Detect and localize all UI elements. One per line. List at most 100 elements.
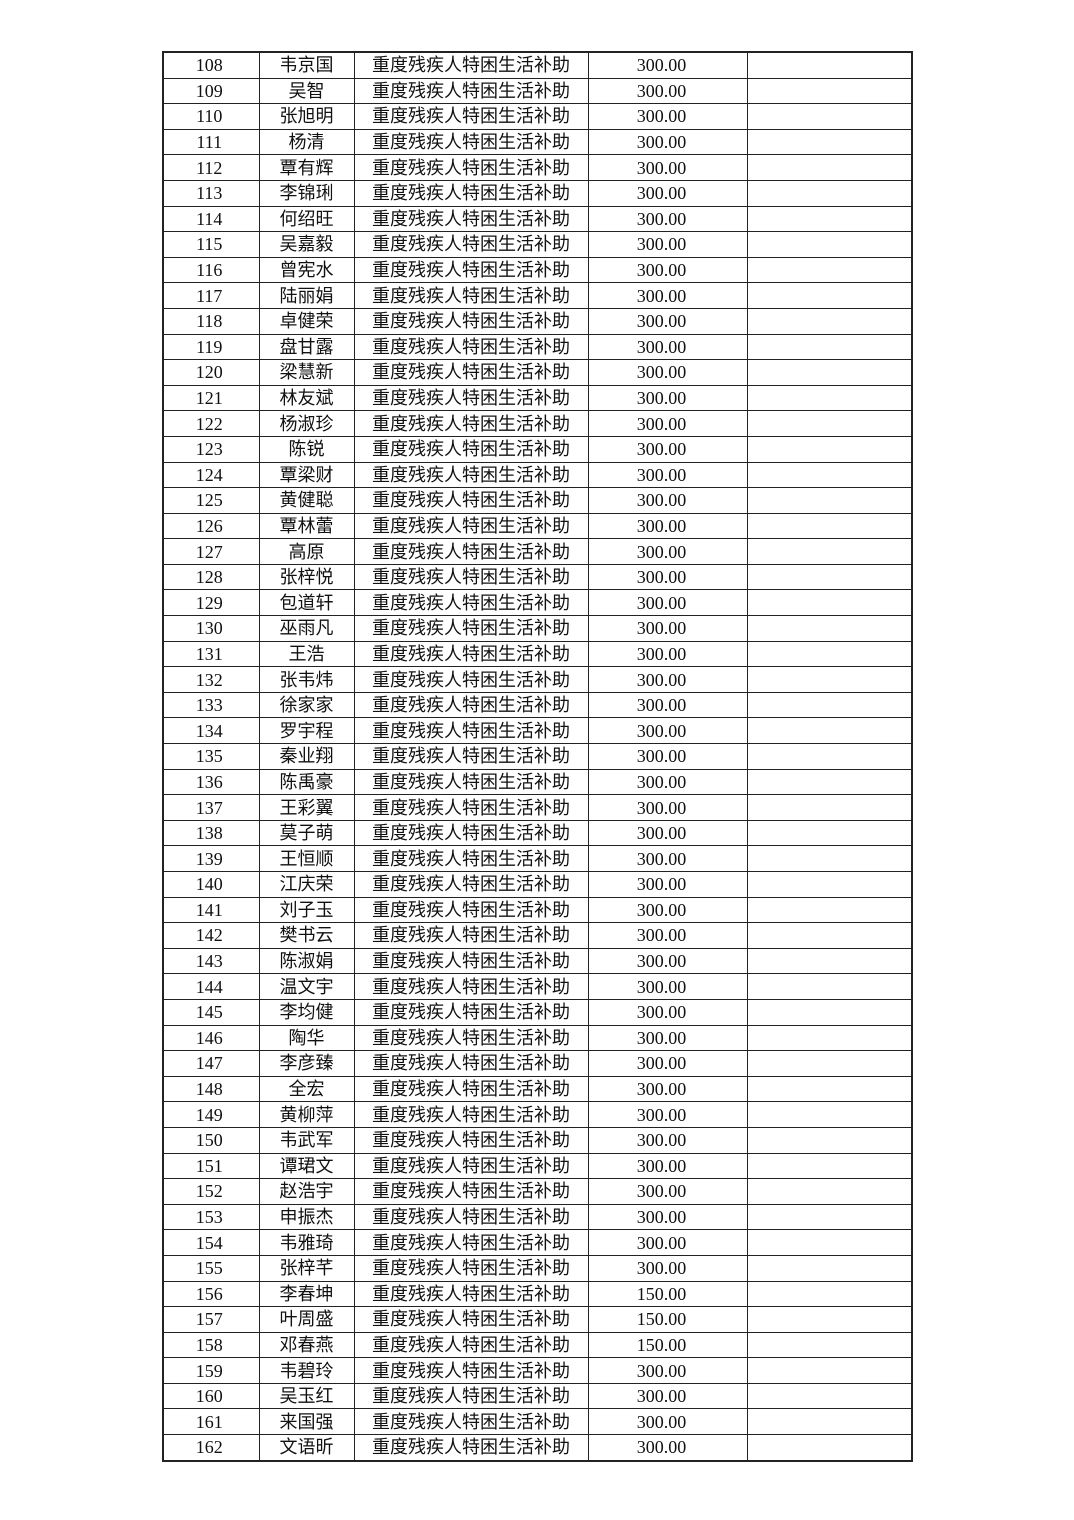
row-number: 142 [162, 922, 260, 949]
amount: 300.00 [587, 1075, 748, 1103]
amount: 300.00 [587, 947, 748, 975]
table-row: 147 李彦臻 重度残疾人特困生活补助 300.00 [162, 1050, 913, 1077]
person-name: 申振杰 [258, 1203, 355, 1231]
person-name: 李锦琍 [258, 179, 355, 207]
empty-cell [746, 845, 913, 872]
amount: 300.00 [587, 794, 748, 821]
table-row: 162 文语昕 重度残疾人特困生活补助 300.00 [162, 1434, 913, 1462]
row-number: 115 [162, 231, 260, 258]
table-row: 140 江庆荣 重度残疾人特困生活补助 300.00 [162, 871, 913, 898]
row-number: 121 [162, 384, 260, 412]
row-number: 154 [162, 1229, 260, 1256]
empty-cell [746, 768, 913, 796]
empty-cell [746, 103, 913, 130]
row-number: 147 [162, 1050, 260, 1077]
table-row: 121 林友斌 重度残疾人特困生活补助 300.00 [162, 384, 913, 412]
person-name: 陈禹豪 [258, 768, 355, 796]
person-name: 陈淑娟 [258, 947, 355, 975]
empty-cell [746, 896, 913, 924]
person-name: 邓春燕 [258, 1331, 355, 1359]
table-row: 123 陈锐 重度残疾人特困生活补助 300.00 [162, 435, 913, 463]
subsidy-type: 重度残疾人特困生活补助 [353, 1050, 589, 1077]
subsidy-type: 重度残疾人特困生活补助 [353, 1203, 589, 1231]
amount: 300.00 [587, 563, 748, 591]
subsidy-type: 重度残疾人特困生活补助 [353, 256, 589, 284]
amount: 300.00 [587, 589, 748, 617]
row-number: 139 [162, 845, 260, 872]
row-number: 119 [162, 333, 260, 361]
empty-cell [746, 282, 913, 309]
row-number: 162 [162, 1434, 260, 1462]
person-name: 叶周盛 [258, 1306, 355, 1333]
table-row: 133 徐家家 重度残疾人特困生活补助 300.00 [162, 691, 913, 719]
person-name: 罗宇程 [258, 717, 355, 745]
person-name: 赵浩宇 [258, 1178, 355, 1205]
empty-cell [746, 333, 913, 361]
table-row: 120 梁慧新 重度残疾人特困生活补助 300.00 [162, 359, 913, 386]
person-name: 樊书云 [258, 922, 355, 949]
row-number: 130 [162, 615, 260, 642]
table-row: 143 陈淑娟 重度残疾人特困生活补助 300.00 [162, 947, 913, 975]
amount: 300.00 [587, 256, 748, 284]
amount: 300.00 [587, 231, 748, 258]
subsidy-type: 重度残疾人特困生活补助 [353, 435, 589, 463]
person-name: 刘子玉 [258, 896, 355, 924]
table-row: 157 叶周盛 重度残疾人特困生活补助 150.00 [162, 1306, 913, 1333]
person-name: 杨淑珍 [258, 410, 355, 437]
person-name: 文语昕 [258, 1434, 355, 1462]
subsidy-type: 重度残疾人特困生活补助 [353, 103, 589, 130]
row-number: 129 [162, 589, 260, 617]
empty-cell [746, 128, 913, 156]
amount: 300.00 [587, 743, 748, 770]
empty-cell [746, 307, 913, 335]
subsidy-type: 重度残疾人特困生活补助 [353, 819, 589, 847]
subsidy-type: 重度残疾人特困生活补助 [353, 1434, 589, 1462]
amount: 300.00 [587, 179, 748, 207]
row-number: 122 [162, 410, 260, 437]
empty-cell [746, 615, 913, 642]
table-row: 152 赵浩宇 重度残疾人特困生活补助 300.00 [162, 1178, 913, 1205]
table-row: 144 温文宇 重度残疾人特困生活补助 300.00 [162, 973, 913, 1000]
subsidy-type: 重度残疾人特困生活补助 [353, 1254, 589, 1282]
amount: 300.00 [587, 487, 748, 514]
person-name: 韦京国 [258, 51, 355, 79]
person-name: 谭珺文 [258, 1152, 355, 1180]
person-name: 温文宇 [258, 973, 355, 1000]
empty-cell [746, 743, 913, 770]
empty-cell [746, 51, 913, 79]
person-name: 吴嘉毅 [258, 231, 355, 258]
amount: 300.00 [587, 1101, 748, 1128]
amount: 300.00 [587, 307, 748, 335]
amount: 300.00 [587, 819, 748, 847]
person-name: 吴玉红 [258, 1382, 355, 1410]
table-row: 145 李均健 重度残疾人特困生活补助 300.00 [162, 998, 913, 1026]
row-number: 131 [162, 640, 260, 668]
amount: 300.00 [587, 1229, 748, 1256]
subsidy-type: 重度残疾人特困生活补助 [353, 768, 589, 796]
person-name: 何绍旺 [258, 205, 355, 233]
table-row: 129 包道轩 重度残疾人特困生活补助 300.00 [162, 589, 913, 617]
table-row: 122 杨淑珍 重度残疾人特困生活补助 300.00 [162, 410, 913, 437]
subsidy-type: 重度残疾人特困生活补助 [353, 231, 589, 258]
row-number: 148 [162, 1075, 260, 1103]
table-row: 114 何绍旺 重度残疾人特困生活补助 300.00 [162, 205, 913, 233]
amount: 300.00 [587, 333, 748, 361]
row-number: 120 [162, 359, 260, 386]
subsidy-type: 重度残疾人特困生活补助 [353, 691, 589, 719]
empty-cell [746, 717, 913, 745]
row-number: 138 [162, 819, 260, 847]
table-row: 134 罗宇程 重度残疾人特困生活补助 300.00 [162, 717, 913, 745]
amount: 300.00 [587, 691, 748, 719]
subsidy-type: 重度残疾人特困生活补助 [353, 794, 589, 821]
subsidy-type: 重度残疾人特困生活补助 [353, 51, 589, 79]
empty-cell [746, 640, 913, 668]
subsidy-type: 重度残疾人特困生活补助 [353, 282, 589, 309]
empty-cell [746, 973, 913, 1000]
empty-cell [746, 487, 913, 514]
amount: 150.00 [587, 1306, 748, 1333]
subsidy-type: 重度残疾人特困生活补助 [353, 410, 589, 437]
amount: 300.00 [587, 1178, 748, 1205]
table-row: 125 黄健聪 重度残疾人特困生活补助 300.00 [162, 487, 913, 514]
person-name: 陆丽娟 [258, 282, 355, 309]
amount: 300.00 [587, 128, 748, 156]
